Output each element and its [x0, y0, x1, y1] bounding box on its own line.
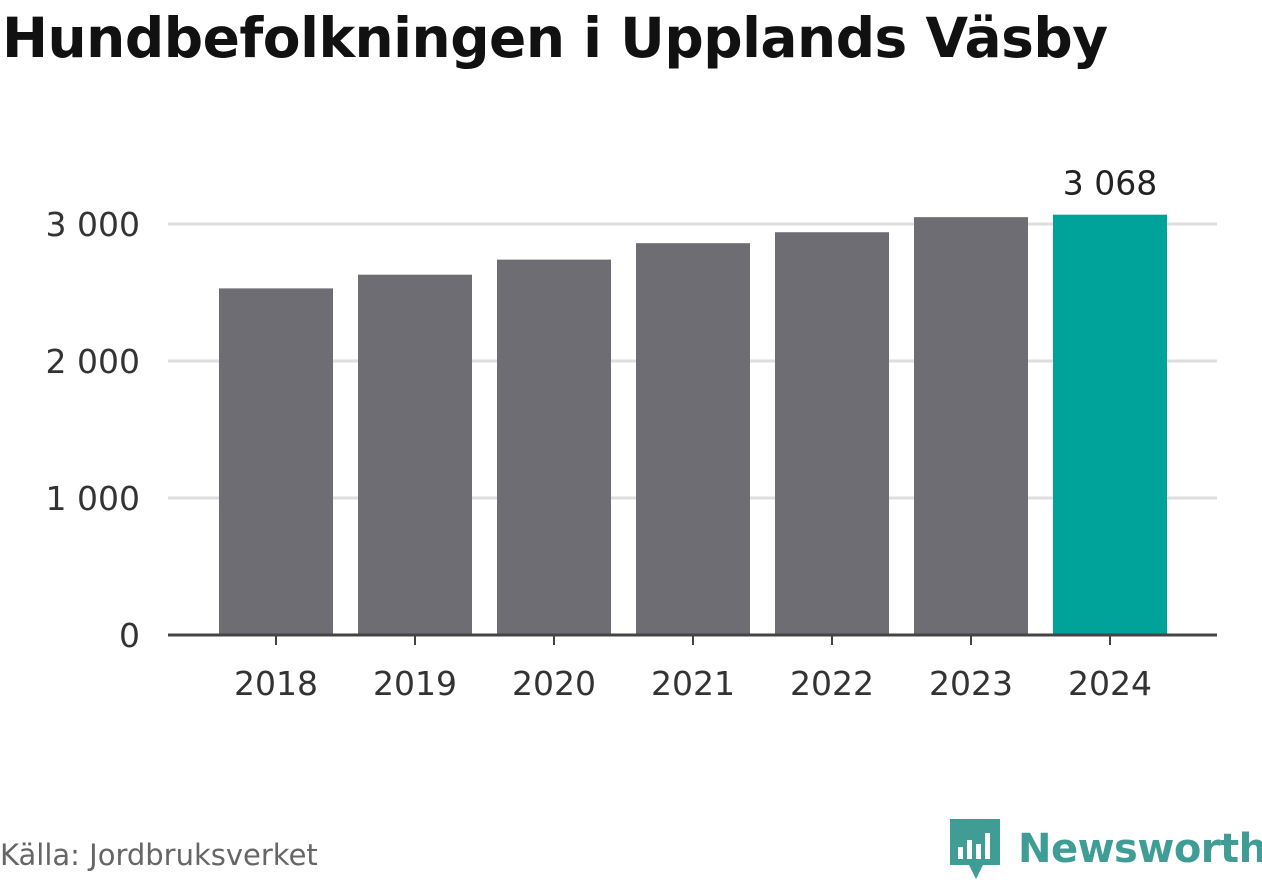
bar [497, 259, 611, 635]
bar [358, 274, 472, 635]
y-axis-ticks: 0 1 000 2 000 3 000 [46, 205, 140, 655]
y-tick-label: 1 000 [46, 479, 140, 518]
chart-title: Hundbefolkningen i Upplands Väsby [2, 6, 1108, 70]
source-note: Källa: Jordbruksverket [0, 838, 318, 872]
bar-chart-icon [950, 819, 1000, 879]
bar [636, 243, 750, 635]
bar [1053, 214, 1167, 635]
data-labels: 3 068 [1063, 164, 1157, 203]
x-tick-label: 2018 [234, 664, 318, 703]
x-tick-label: 2021 [651, 664, 735, 703]
bar [219, 288, 333, 635]
bar [914, 217, 1028, 635]
data-label: 3 068 [1063, 164, 1157, 203]
x-tick-label: 2022 [790, 664, 874, 703]
brand-name: Newsworthy [1018, 826, 1262, 872]
x-axis-ticks: 2018 2019 2020 2021 2022 2023 2024 [234, 635, 1152, 703]
x-tick-label: 2019 [373, 664, 457, 703]
y-tick-label: 0 [119, 616, 140, 655]
y-tick-label: 3 000 [46, 205, 140, 244]
bars [219, 214, 1167, 635]
x-tick-label: 2024 [1068, 664, 1152, 703]
y-tick-label: 2 000 [46, 342, 140, 381]
x-tick-label: 2020 [512, 664, 596, 703]
x-tick-label: 2023 [929, 664, 1013, 703]
brand-logo: Newsworthy [950, 818, 1262, 880]
bar [775, 232, 889, 635]
